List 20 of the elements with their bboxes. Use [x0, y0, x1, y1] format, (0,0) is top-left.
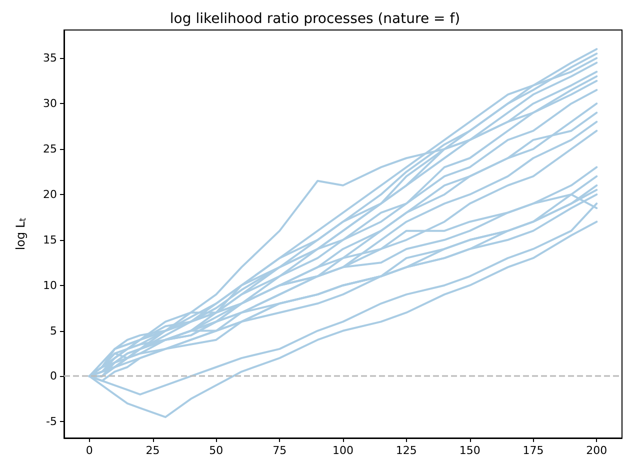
y-tick-label: -5 — [46, 415, 57, 428]
y-tick-label: 20 — [43, 188, 57, 201]
chart-title: log likelihood ratio processes (nature = f) — [170, 11, 460, 27]
y-tick-label: 15 — [43, 233, 57, 246]
x-tick-label: 200 — [586, 444, 608, 457]
x-tick-label: 150 — [459, 444, 480, 457]
x-tick-label: 0 — [86, 444, 93, 457]
y-axis-title: log Lt — [14, 217, 28, 250]
x-tick-label: 50 — [209, 444, 224, 457]
x-tick-label: 75 — [272, 444, 287, 457]
y-tick-label: 5 — [50, 324, 57, 338]
x-tick-label: 125 — [396, 444, 417, 457]
x-tick-label: 100 — [332, 444, 354, 457]
y-tick-label: 10 — [43, 278, 57, 292]
y-tick-label: 0 — [50, 370, 57, 383]
x-tick-label: 175 — [522, 444, 544, 457]
y-tick-label: 35 — [43, 52, 57, 65]
y-tick-label: 25 — [43, 142, 57, 156]
x-tick-label: 25 — [146, 444, 160, 457]
y-tick-label: 30 — [43, 97, 57, 110]
